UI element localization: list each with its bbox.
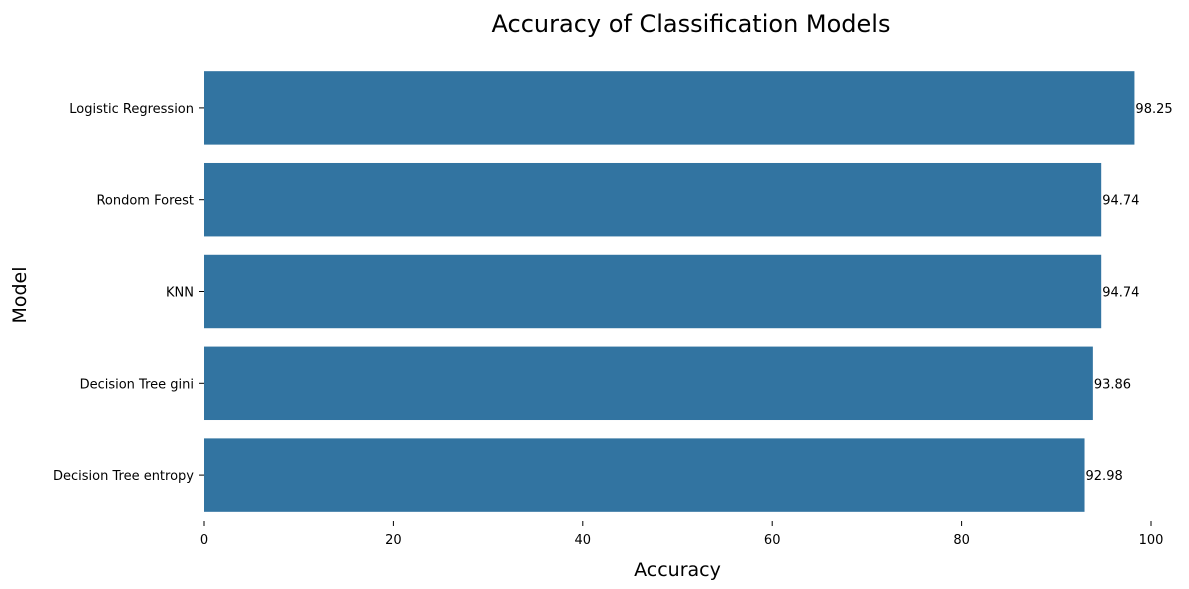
data-label: 93.86: [1094, 377, 1131, 392]
x-tick-label: 60: [764, 533, 781, 548]
data-label: 94.74: [1102, 194, 1139, 209]
x-tick-label: 20: [385, 533, 402, 548]
y-tick-label: Decision Tree gini: [80, 377, 194, 392]
chart-title: Accuracy of Classification Models: [492, 10, 891, 38]
y-tick-label: Decision Tree entropy: [53, 469, 194, 484]
bar: [204, 71, 1135, 145]
x-tick-label: 100: [1139, 533, 1164, 548]
data-label: 94.74: [1102, 286, 1139, 301]
y-axis-ticks: Logistic Regression Rondom Forest KNN Decis…: [53, 102, 204, 484]
x-axis-ticks: 0 20 40 60 80 100: [200, 521, 1164, 548]
x-tick-label: 40: [575, 533, 592, 548]
y-tick-label: Rondom Forest: [96, 194, 194, 209]
bar: [204, 254, 1102, 329]
bar: [204, 162, 1102, 237]
bar: [204, 346, 1093, 421]
y-tick-label: KNN: [166, 286, 194, 301]
bars-group: 98.25 94.74 94.74 93.86 92.98: [204, 71, 1173, 512]
x-tick-label: 0: [200, 533, 208, 548]
y-axis-label: Model: [9, 266, 31, 323]
x-tick-label: 80: [953, 533, 970, 548]
y-tick-label: Logistic Regression: [69, 102, 194, 117]
data-label: 98.25: [1135, 102, 1172, 117]
data-label: 92.98: [1086, 469, 1123, 484]
bar: [204, 438, 1085, 512]
x-axis-label: Accuracy: [634, 559, 721, 581]
